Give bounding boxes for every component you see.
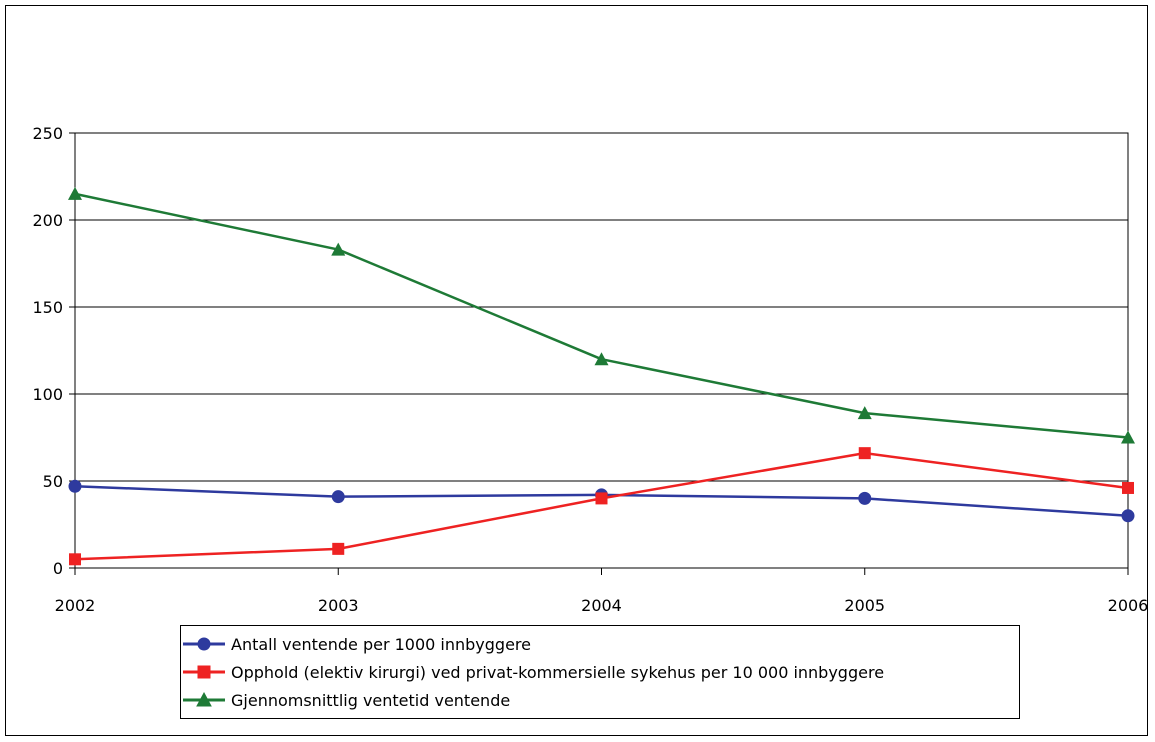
data-point xyxy=(1122,481,1134,494)
legend-circle-icon xyxy=(183,637,225,651)
legend-marker xyxy=(196,691,212,707)
y-tick-label: 250 xyxy=(32,124,63,143)
series-lines xyxy=(68,186,1135,566)
legend-label: Antall ventende per 1000 innbyggere xyxy=(231,634,531,654)
legend-item: Antall ventende per 1000 innbyggere xyxy=(181,630,1019,658)
data-point xyxy=(857,406,872,420)
data-point xyxy=(1121,430,1135,444)
data-point xyxy=(858,447,871,460)
y-tick-label: 50 xyxy=(43,472,63,491)
data-point xyxy=(595,492,608,505)
legend-marker xyxy=(197,637,211,651)
data-point xyxy=(68,186,82,200)
legend-label: Opphold (elektiv kirurgi) ved privat-kom… xyxy=(231,662,885,682)
y-tick-label: 150 xyxy=(32,298,63,317)
data-point xyxy=(594,352,609,366)
data-point xyxy=(331,242,346,256)
legend-marker xyxy=(197,665,211,679)
legend-label: Gjennomsnittlig ventetid ventende xyxy=(231,690,511,710)
y-tick-label: 0 xyxy=(53,559,63,578)
data-point xyxy=(858,491,872,505)
y-tick-label: 100 xyxy=(32,385,63,404)
y-tick-label: 200 xyxy=(32,211,63,230)
x-tick-label: 2003 xyxy=(318,596,359,615)
legend-triangle-icon xyxy=(183,691,225,707)
legend-item: Gjennomsnittlig ventetid ventende xyxy=(181,686,1019,714)
axes xyxy=(69,132,1129,575)
legend-item: Opphold (elektiv kirurgi) ved privat-kom… xyxy=(181,658,1019,686)
x-tick-label: 2006 xyxy=(1108,596,1149,615)
legend: Antall ventende per 1000 innbyggere Opph… xyxy=(180,625,1020,719)
chart-frame xyxy=(5,5,1148,736)
data-point xyxy=(331,490,345,504)
tick-labels: 0 50 100 150 200 250 2002 2003 2004 2005 2006 xyxy=(32,124,1148,615)
x-tick-label: 2004 xyxy=(581,596,622,615)
data-point xyxy=(1121,509,1135,523)
legend-square-icon xyxy=(183,665,225,679)
data-point xyxy=(69,553,81,566)
data-point xyxy=(332,542,345,555)
data-point xyxy=(68,479,82,493)
x-tick-label: 2005 xyxy=(844,596,885,615)
series-line-3 xyxy=(74,192,1129,439)
x-tick-label: 2002 xyxy=(55,596,96,615)
grid-lines xyxy=(75,219,1128,482)
